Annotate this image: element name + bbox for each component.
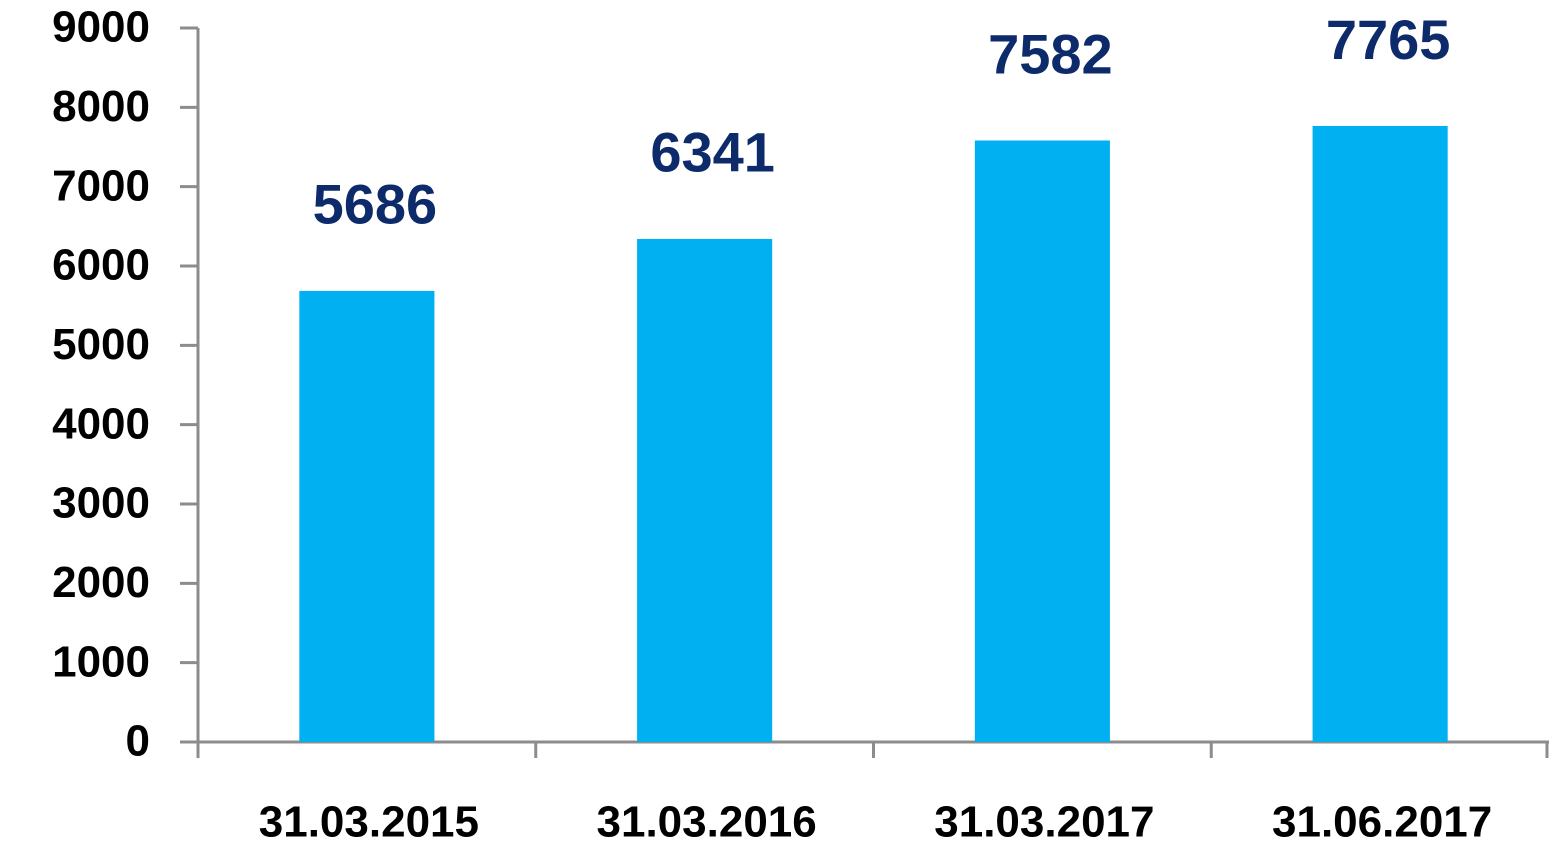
data-label: 7765 (1326, 8, 1451, 71)
y-tick-label: 8000 (52, 82, 150, 131)
bar (974, 140, 1110, 743)
data-label: 5686 (313, 173, 438, 236)
data-label: 7582 (988, 22, 1113, 85)
y-tick-label: 3000 (52, 479, 150, 528)
x-tick-label: 31.03.2016 (597, 798, 817, 847)
y-tick-label: 5000 (52, 320, 150, 369)
y-tick-label: 9000 (52, 3, 150, 52)
data-label: 6341 (650, 121, 775, 184)
y-tick-label: 7000 (52, 161, 150, 210)
y-tick-label: 2000 (52, 558, 150, 607)
y-tick-label: 6000 (52, 241, 150, 290)
bar (299, 290, 435, 742)
bar (1312, 125, 1448, 742)
x-tick-label: 31.06.2017 (1272, 798, 1492, 847)
y-tick-label: 0 (126, 717, 150, 766)
y-tick-label: 4000 (52, 399, 150, 448)
bar (637, 238, 773, 742)
y-tick-label: 1000 (52, 637, 150, 686)
x-tick-label: 31.03.2017 (934, 798, 1154, 847)
x-tick-label: 31.03.2015 (259, 798, 479, 847)
